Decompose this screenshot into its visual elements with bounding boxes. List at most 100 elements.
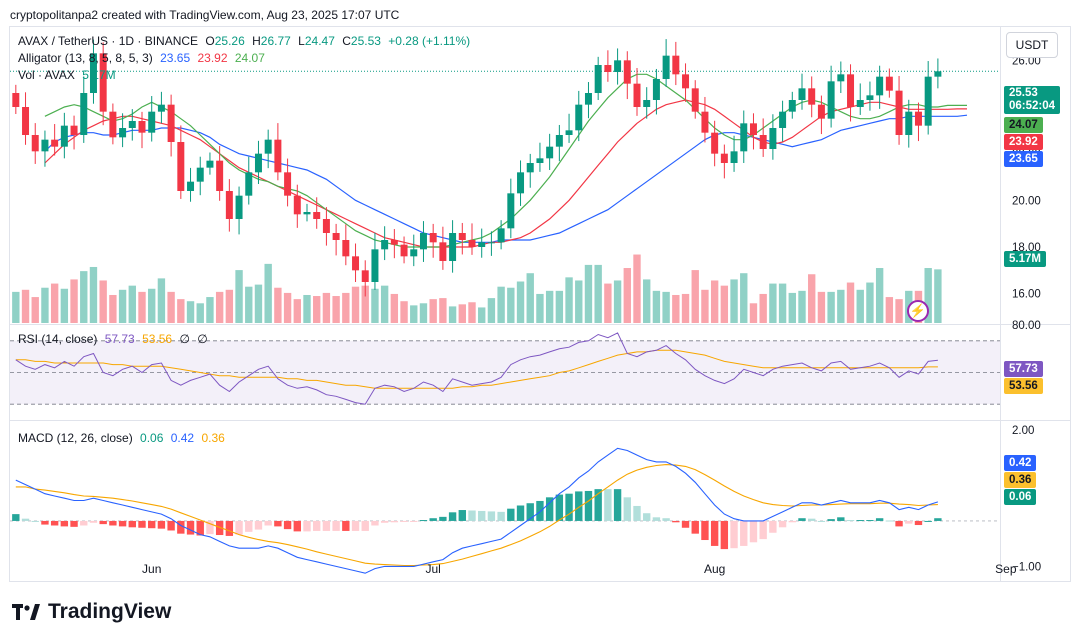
- macd-hist-bar: [817, 520, 826, 522]
- candle-body: [584, 93, 592, 105]
- macd-hist-bar: [643, 513, 651, 521]
- candle-body: [837, 74, 845, 82]
- alligator-teeth-value: 23.92: [197, 51, 228, 65]
- macd-hist-bar: [342, 520, 350, 531]
- open-label: O: [205, 34, 215, 48]
- macd-hist-bar: [507, 508, 515, 521]
- candle-body: [313, 212, 321, 219]
- alligator-legend[interactable]: Alligator (13, 8, 5, 8, 5, 3) 23.65 23.9…: [18, 51, 269, 65]
- volume-bar: [196, 303, 204, 323]
- currency-button[interactable]: USDT: [1006, 32, 1058, 58]
- candle-body: [478, 242, 486, 247]
- alligator-teeth-line: [44, 99, 967, 248]
- volume-bar: [177, 299, 185, 323]
- macd-hist-bar: [439, 516, 447, 521]
- candle-body: [614, 60, 622, 72]
- candle-body: [419, 233, 427, 250]
- candle-body: [274, 139, 282, 173]
- volume-bar: [604, 283, 612, 323]
- candle-body: [497, 228, 505, 243]
- candle-body: [507, 193, 515, 229]
- volume-bar: [478, 307, 486, 323]
- candle-body: [740, 123, 748, 152]
- volume-value: 5.17M: [82, 68, 116, 82]
- low-value: 24.47: [304, 34, 335, 48]
- candle-body: [701, 111, 709, 133]
- candle-body: [876, 76, 884, 96]
- candle-body: [400, 244, 408, 257]
- rsi-line: [15, 332, 938, 405]
- volume-bar: [875, 268, 884, 323]
- volume-bar: [400, 301, 408, 323]
- chart-frame: [9, 26, 1071, 582]
- volume-bar: [536, 293, 544, 323]
- macd-legend[interactable]: MACD (12, 26, close) 0.06 0.42 0.36: [18, 431, 229, 445]
- rsi-legend[interactable]: RSI (14, close) 57.73 53.56 ∅ ∅: [18, 332, 212, 346]
- lightning-icon[interactable]: ⚡: [907, 300, 929, 322]
- volume-bar: [206, 297, 214, 323]
- rsi-tick-label: 80.00: [1012, 320, 1041, 332]
- alligator-jaw-value: 23.65: [160, 51, 191, 65]
- macd-hist-bar: [264, 520, 272, 526]
- volume-bar: [487, 298, 496, 323]
- candle-body: [866, 95, 874, 100]
- candle-body: [352, 256, 360, 271]
- macd-hist-bar: [206, 520, 214, 535]
- macd-hist-bar: [759, 520, 767, 540]
- macd-hist-bar: [545, 497, 554, 521]
- macd-hist-bar: [652, 517, 661, 521]
- volume-bar: [322, 292, 331, 323]
- volume-bar: [332, 296, 340, 323]
- volume-bar: [710, 280, 719, 323]
- candle-body: [235, 195, 243, 219]
- volume-bar: [371, 288, 379, 323]
- close-value: 25.53: [350, 34, 381, 48]
- rsi-extra-1: ∅: [179, 332, 190, 346]
- volume-bar: [798, 290, 806, 323]
- macd-hist-bar: [274, 520, 282, 527]
- volume-bar: [584, 264, 593, 323]
- volume-bar: [419, 303, 428, 323]
- symbol-legend: AVAX / TetherUS · 1D · BINANCE O25.26 H2…: [18, 34, 474, 48]
- volume-bar: [410, 305, 418, 323]
- rsi-ma-value: 53.56: [142, 332, 173, 346]
- rsi-extra-2: ∅: [197, 332, 208, 346]
- candle-body: [652, 79, 660, 100]
- candle-body: [711, 132, 719, 154]
- macd-hist-bar: [322, 520, 331, 531]
- volume-bar: [701, 289, 709, 323]
- candle-body: [99, 53, 107, 112]
- candle-body: [177, 142, 185, 191]
- volume-legend[interactable]: Vol · AVAX 5.17M: [18, 68, 120, 82]
- macd-hist-bar: [798, 518, 806, 521]
- candle-body: [31, 135, 39, 152]
- volume-bar: [254, 284, 263, 323]
- macd-signal-value: 0.36: [201, 431, 225, 445]
- candle-body: [361, 270, 369, 282]
- volume-bar: [497, 286, 505, 323]
- jaw-tag: 23.65: [1004, 151, 1043, 167]
- volume-bar: [342, 292, 350, 323]
- macd-hist-bar: [458, 510, 466, 521]
- macd-hist-bar: [41, 520, 49, 525]
- macd-hist-bar: [808, 518, 816, 521]
- volume-bar: [749, 303, 758, 323]
- high-label: H: [252, 34, 261, 48]
- candle-body: [322, 219, 330, 233]
- volume-bar: [507, 287, 515, 323]
- macd-hist-bar: [827, 519, 835, 521]
- macd-hist-bar: [681, 520, 690, 528]
- alligator-label: Alligator (13, 8, 5, 8, 5, 3): [18, 51, 153, 65]
- candle-body: [914, 111, 922, 126]
- macd-hist-bar: [380, 520, 389, 523]
- symbol-title[interactable]: AVAX / TetherUS · 1D · BINANCE: [18, 34, 199, 48]
- volume-bar: [691, 270, 699, 323]
- macd-hist-bar: [487, 511, 496, 521]
- candle-body: [109, 111, 117, 138]
- macd-hist-bar: [584, 490, 593, 521]
- volume-bar: [60, 288, 69, 323]
- macd-hist-bar: [448, 512, 457, 521]
- macd-hist-bar: [555, 494, 564, 521]
- candle-body: [449, 233, 457, 261]
